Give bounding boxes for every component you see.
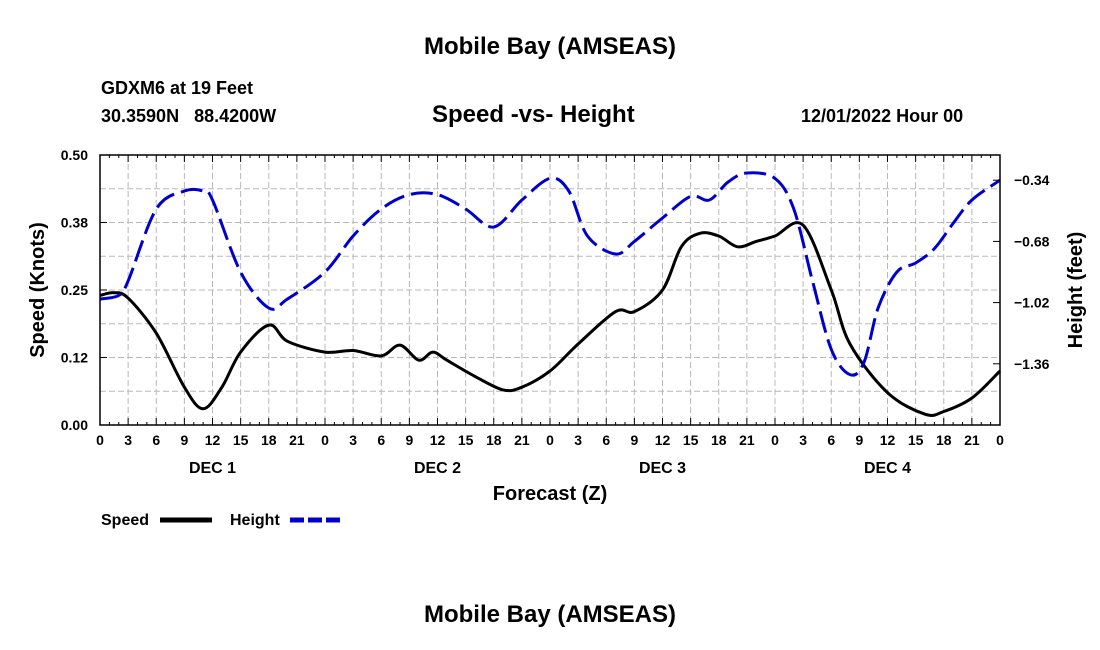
x-tick-label: 12 — [655, 432, 671, 448]
x-tick-label: 0 — [321, 432, 329, 448]
x-tick-label: 3 — [349, 432, 357, 448]
x-tick-label: 18 — [261, 432, 277, 448]
x-tick-label: 15 — [458, 432, 474, 448]
x-tick-label: 12 — [880, 432, 896, 448]
forecast-datestamp: 12/01/2022 Hour 00 — [801, 106, 964, 126]
station-label: GDXM6 at 19 Feet — [101, 78, 254, 98]
x-tick-label: 15 — [683, 432, 699, 448]
x-tick-label: 12 — [430, 432, 446, 448]
legend: Speed Height — [101, 512, 342, 529]
x-tick-label: 6 — [602, 432, 610, 448]
x-tick-label: 18 — [486, 432, 502, 448]
x-tick-label: 3 — [124, 432, 132, 448]
y-axis-label: Speed (Knots) — [27, 222, 49, 358]
x-tick-label: 6 — [377, 432, 385, 448]
x-tick-label: 0 — [96, 432, 104, 448]
day-label: DEC 3 — [639, 460, 686, 477]
x-tick-label: 18 — [936, 432, 952, 448]
station-coords: 30.3590N 88.4200W — [101, 106, 277, 126]
x-tick-label: 3 — [574, 432, 582, 448]
legend-height-label: Height — [230, 512, 280, 529]
x-axis-label: Forecast (Z) — [493, 483, 607, 505]
x-tick-label: 3 — [799, 432, 807, 448]
y2-axis-label: Height (feet) — [1065, 232, 1087, 349]
x-tick-label: 9 — [180, 432, 188, 448]
x-tick-label: 9 — [405, 432, 413, 448]
x-tick-label: 0 — [771, 432, 779, 448]
grid — [100, 155, 1000, 425]
x-tick-label: 15 — [233, 432, 249, 448]
y2-tick-label: −1.02 — [1014, 295, 1050, 311]
x-tick-label: 21 — [289, 432, 305, 448]
y-tick-label: 0.00 — [61, 417, 88, 433]
height-series-line — [99, 171, 1001, 377]
ticks — [99, 154, 1001, 426]
y2-tick-label: −0.34 — [1014, 172, 1050, 188]
y2-tick-label: −1.36 — [1014, 356, 1050, 372]
legend-speed-label: Speed — [101, 512, 149, 529]
speed-series-line — [99, 221, 1002, 417]
x-tick-label: 9 — [855, 432, 863, 448]
x-tick-label: 12 — [205, 432, 221, 448]
page-title: Mobile Bay (AMSEAS) — [423, 33, 677, 60]
x-tick-label: 6 — [827, 432, 835, 448]
y-tick-label: 0.25 — [61, 282, 88, 298]
x-tick-label: 0 — [996, 432, 1004, 448]
day-label: DEC 4 — [864, 460, 911, 477]
day-label: DEC 2 — [414, 460, 461, 477]
page-title-bottom: Mobile Bay (AMSEAS) — [423, 601, 677, 628]
series-layer — [99, 171, 1002, 417]
x-tick-label: 15 — [908, 432, 924, 448]
x-tick-label: 0 — [546, 432, 554, 448]
x-tick-label: 9 — [630, 432, 638, 448]
y-tick-label: 0.12 — [61, 350, 88, 366]
y2-tick-label: −0.68 — [1014, 233, 1050, 249]
x-tick-label: 21 — [514, 432, 530, 448]
chart-subtitle: Speed -vs- Height — [432, 101, 635, 128]
x-tick-label: 21 — [964, 432, 980, 448]
x-tick-label: 6 — [152, 432, 160, 448]
x-tick-label: 21 — [739, 432, 755, 448]
tick-labels: 0 3 6 9 12 15 18 21 0 3 6 9 12 15 18 21 0 3 6 9 12 15 18 21 0 3 6 9… — [61, 147, 1050, 477]
y-tick-label: 0.50 — [61, 147, 88, 163]
day-label: DEC 1 — [189, 460, 236, 477]
y-tick-label: 0.38 — [61, 215, 88, 231]
x-tick-label: 18 — [711, 432, 727, 448]
